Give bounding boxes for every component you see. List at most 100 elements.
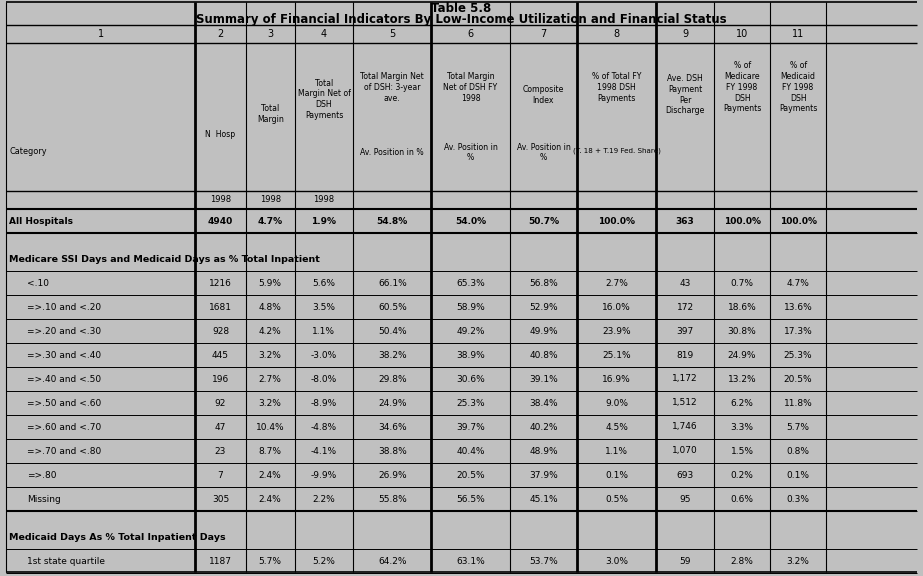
Text: 2.7%: 2.7%	[605, 279, 629, 287]
Text: 172: 172	[677, 302, 694, 312]
Text: 0.5%: 0.5%	[605, 495, 629, 503]
Text: 60.5%: 60.5%	[378, 302, 407, 312]
Text: 92: 92	[215, 399, 226, 407]
Text: 56.8%: 56.8%	[529, 279, 557, 287]
Text: 196: 196	[212, 374, 229, 384]
Text: 24.9%: 24.9%	[728, 351, 756, 359]
Text: Medicaid Days As % Total Inpatient Days: Medicaid Days As % Total Inpatient Days	[9, 532, 225, 541]
Text: 445: 445	[212, 351, 229, 359]
Text: 2.8%: 2.8%	[731, 556, 753, 566]
Text: 47: 47	[215, 423, 226, 431]
Text: N  Hosp: N Hosp	[206, 130, 235, 139]
Text: 1,512: 1,512	[672, 399, 698, 407]
Text: 18.6%: 18.6%	[727, 302, 757, 312]
Text: 10: 10	[736, 29, 749, 39]
Text: 8.7%: 8.7%	[258, 446, 282, 456]
Text: 2.2%: 2.2%	[313, 495, 335, 503]
Text: 4.2%: 4.2%	[258, 327, 282, 335]
Text: 0.1%: 0.1%	[786, 471, 809, 479]
Text: Av. Position in
%: Av. Position in %	[517, 143, 570, 162]
Text: Total Margin Net
of DSH: 3-year
ave.: Total Margin Net of DSH: 3-year ave.	[360, 72, 425, 103]
Text: 8: 8	[614, 29, 620, 39]
Text: 3: 3	[267, 29, 273, 39]
Text: 65.3%: 65.3%	[456, 279, 485, 287]
Text: 3.5%: 3.5%	[313, 302, 335, 312]
Text: 4: 4	[321, 29, 327, 39]
Text: 45.1%: 45.1%	[529, 495, 557, 503]
Text: Summary of Financial Indicators By Low-Income Utilization and Financial Status: Summary of Financial Indicators By Low-I…	[197, 13, 726, 25]
Text: 0.6%: 0.6%	[731, 495, 753, 503]
Text: Total
Margin Net of
DSH
Payments: Total Margin Net of DSH Payments	[297, 78, 351, 120]
Text: =>.60 and <.70: =>.60 and <.70	[27, 423, 102, 431]
Text: 66.1%: 66.1%	[378, 279, 407, 287]
Text: 17.3%: 17.3%	[784, 327, 812, 335]
Text: 29.8%: 29.8%	[378, 374, 406, 384]
Text: 26.9%: 26.9%	[378, 471, 406, 479]
Text: 1: 1	[98, 29, 103, 39]
Text: % of Total FY
1998 DSH
Payments: % of Total FY 1998 DSH Payments	[592, 72, 641, 103]
Text: Medicare SSI Days and Medicaid Days as % Total Inpatient: Medicare SSI Days and Medicaid Days as %…	[9, 255, 320, 263]
Text: 10.4%: 10.4%	[256, 423, 284, 431]
Text: 6: 6	[468, 29, 473, 39]
Text: 4.7%: 4.7%	[258, 217, 282, 225]
Text: 3.2%: 3.2%	[786, 556, 809, 566]
Text: 24.9%: 24.9%	[378, 399, 406, 407]
Text: 1.1%: 1.1%	[313, 327, 335, 335]
Text: -3.0%: -3.0%	[311, 351, 337, 359]
Text: 95: 95	[679, 495, 691, 503]
Text: Table 5.8: Table 5.8	[431, 2, 492, 16]
Text: 34.6%: 34.6%	[378, 423, 406, 431]
Text: 3.2%: 3.2%	[258, 351, 282, 359]
Text: 25.1%: 25.1%	[603, 351, 631, 359]
Text: 54.8%: 54.8%	[377, 217, 408, 225]
Text: 43: 43	[679, 279, 690, 287]
Text: 39.7%: 39.7%	[456, 423, 485, 431]
Text: =>.70 and <.80: =>.70 and <.80	[27, 446, 102, 456]
Text: 53.7%: 53.7%	[529, 556, 557, 566]
Text: 5.7%: 5.7%	[258, 556, 282, 566]
Text: 63.1%: 63.1%	[456, 556, 485, 566]
Text: Missing: Missing	[27, 495, 61, 503]
Text: 1187: 1187	[209, 556, 232, 566]
Text: 6.2%: 6.2%	[731, 399, 753, 407]
Text: 3.2%: 3.2%	[258, 399, 282, 407]
Text: -8.0%: -8.0%	[311, 374, 337, 384]
Text: 16.0%: 16.0%	[603, 302, 631, 312]
Text: 5.7%: 5.7%	[786, 423, 809, 431]
Text: 49.2%: 49.2%	[456, 327, 485, 335]
Text: 100.0%: 100.0%	[780, 217, 817, 225]
Text: 23: 23	[215, 446, 226, 456]
Text: 64.2%: 64.2%	[378, 556, 406, 566]
Text: 20.5%: 20.5%	[784, 374, 812, 384]
Text: 9.0%: 9.0%	[605, 399, 629, 407]
Text: 49.9%: 49.9%	[529, 327, 557, 335]
Text: 30.6%: 30.6%	[456, 374, 485, 384]
Text: 928: 928	[212, 327, 229, 335]
Text: =>.80: =>.80	[27, 471, 56, 479]
Text: 16.9%: 16.9%	[603, 374, 631, 384]
Text: 13.2%: 13.2%	[727, 374, 757, 384]
Text: Composite
Index: Composite Index	[522, 85, 564, 105]
Text: 5.6%: 5.6%	[313, 279, 335, 287]
Text: -9.9%: -9.9%	[311, 471, 337, 479]
Text: <.10: <.10	[27, 279, 49, 287]
Text: Total Margin
Net of DSH FY
1998: Total Margin Net of DSH FY 1998	[443, 72, 497, 103]
Text: 363: 363	[676, 217, 694, 225]
Text: -4.1%: -4.1%	[311, 446, 337, 456]
Text: =>.10 and <.20: =>.10 and <.20	[27, 302, 102, 312]
Text: 5.2%: 5.2%	[313, 556, 335, 566]
Text: 9: 9	[682, 29, 689, 39]
Text: 1216: 1216	[210, 279, 232, 287]
Text: 100.0%: 100.0%	[724, 217, 761, 225]
Text: 1.5%: 1.5%	[731, 446, 753, 456]
Text: 38.4%: 38.4%	[529, 399, 557, 407]
Text: (T. 18 + T.19 Fed. Share): (T. 18 + T.19 Fed. Share)	[573, 148, 661, 154]
Text: 58.9%: 58.9%	[456, 302, 485, 312]
Text: 1.9%: 1.9%	[311, 217, 337, 225]
Text: 37.9%: 37.9%	[529, 471, 557, 479]
Text: 0.3%: 0.3%	[786, 495, 809, 503]
Text: 7: 7	[218, 471, 223, 479]
Text: 0.2%: 0.2%	[731, 471, 753, 479]
Text: All Hospitals: All Hospitals	[9, 217, 73, 225]
Text: 1998: 1998	[314, 195, 334, 204]
